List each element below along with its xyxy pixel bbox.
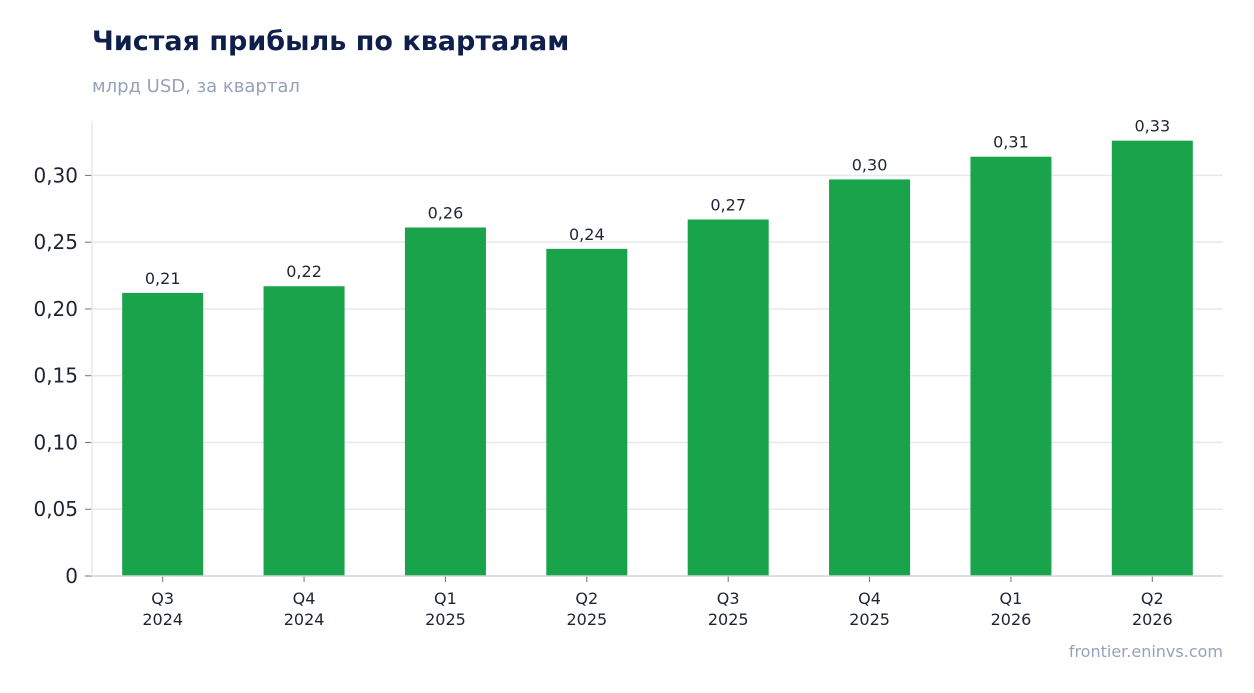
x-tick-label: Q2 <box>1141 589 1164 608</box>
x-tick-label: Q1 <box>1000 589 1023 608</box>
data-label: 0,30 <box>852 155 888 174</box>
bar <box>546 248 628 576</box>
x-tick-label: 2026 <box>991 610 1032 629</box>
y-tick-label: 0,15 <box>33 364 78 388</box>
y-tick-label: 0,25 <box>33 230 78 254</box>
bar <box>404 227 486 577</box>
x-tick-label: 2024 <box>142 610 183 629</box>
x-tick-label: 2024 <box>284 610 325 629</box>
y-tick-label: 0,10 <box>33 430 78 454</box>
x-tick-label: Q3 <box>151 589 174 608</box>
chart-subtitle: млрд USD, за квартал <box>92 76 300 97</box>
data-label: 0,33 <box>1135 117 1171 136</box>
x-tick-label: 2025 <box>566 610 607 629</box>
bar <box>1111 140 1193 576</box>
y-tick-label: 0,30 <box>33 163 78 187</box>
x-tick-label: Q1 <box>434 589 457 608</box>
y-tick-label: 0,20 <box>33 297 78 321</box>
bar <box>970 156 1052 576</box>
data-label: 0,26 <box>428 203 464 222</box>
x-tick-label: 2025 <box>849 610 890 629</box>
bar <box>829 179 911 576</box>
data-label: 0,24 <box>569 225 605 244</box>
x-tick-label: 2025 <box>425 610 466 629</box>
x-tick-label: 2025 <box>708 610 749 629</box>
bar <box>122 292 204 576</box>
x-tick-label: Q3 <box>717 589 740 608</box>
x-tick-label: Q4 <box>293 589 316 608</box>
data-label: 0,31 <box>993 133 1029 152</box>
data-label: 0,27 <box>710 195 746 214</box>
source-credit: frontier.eninvs.com <box>1068 642 1223 661</box>
bar <box>263 286 345 576</box>
bar <box>687 219 769 576</box>
y-tick-label: 0 <box>65 564 78 588</box>
chart-title: Чистая прибыль по кварталам <box>92 26 570 57</box>
data-label: 0,21 <box>145 269 181 288</box>
y-tick-label: 0,05 <box>33 497 78 521</box>
x-tick-label: Q2 <box>575 589 598 608</box>
x-tick-label: 2026 <box>1132 610 1173 629</box>
x-tick-label: Q4 <box>858 589 881 608</box>
data-label: 0,22 <box>286 262 322 281</box>
